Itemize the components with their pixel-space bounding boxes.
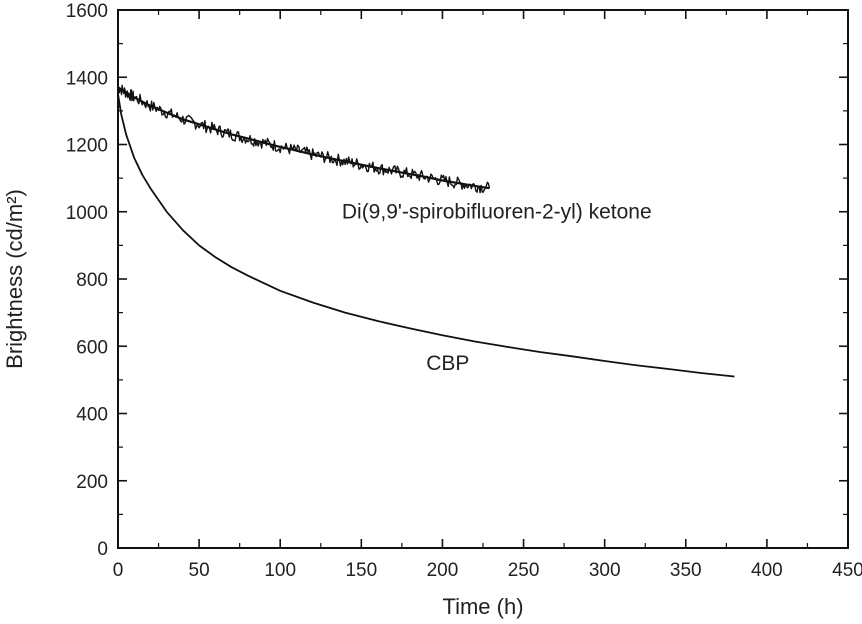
x-tick-label: 150 (345, 560, 377, 581)
plot-frame (118, 10, 848, 548)
x-tick-label: 300 (589, 560, 621, 581)
series-trend-0 (118, 87, 490, 188)
x-tick-label: 50 (189, 560, 210, 581)
y-tick-label: 1400 (66, 68, 108, 89)
x-tick-label: 100 (264, 560, 296, 581)
series-line-0 (118, 85, 490, 192)
x-axis-title: Time (h) (442, 594, 523, 619)
x-tick-label: 400 (751, 560, 783, 581)
y-tick-label: 1600 (66, 1, 108, 22)
y-tick-label: 200 (76, 472, 108, 493)
y-tick-label: 1200 (66, 136, 108, 157)
series-label-cbp: CBP (426, 352, 469, 375)
y-tick-label: 400 (76, 405, 108, 426)
axis-tick-labels: 0 50 100 150 200 250 300 350 400 450 0 200 400 600 800… (66, 1, 862, 581)
x-tick-label: 0 (113, 560, 124, 581)
x-tick-label: 450 (832, 560, 862, 581)
y-tick-label: 0 (97, 539, 108, 560)
x-tick-label: 200 (427, 560, 459, 581)
y-tick-label: 1000 (66, 203, 108, 224)
series-line-1 (118, 94, 734, 376)
series-label-spiro-ketone: Di(9,9'-spirobifluoren-2-yl) ketone (342, 200, 652, 223)
y-axis-title: Brightness (cd/m²) (2, 189, 27, 369)
x-tick-label: 350 (670, 560, 702, 581)
data-series (118, 85, 734, 376)
y-tick-label: 800 (76, 270, 108, 291)
x-tick-label: 250 (508, 560, 540, 581)
y-tick-label: 600 (76, 337, 108, 358)
brightness-chart: 0 50 100 150 200 250 300 350 400 450 0 200 400 600 800… (0, 0, 862, 624)
axis-ticks (118, 10, 848, 548)
